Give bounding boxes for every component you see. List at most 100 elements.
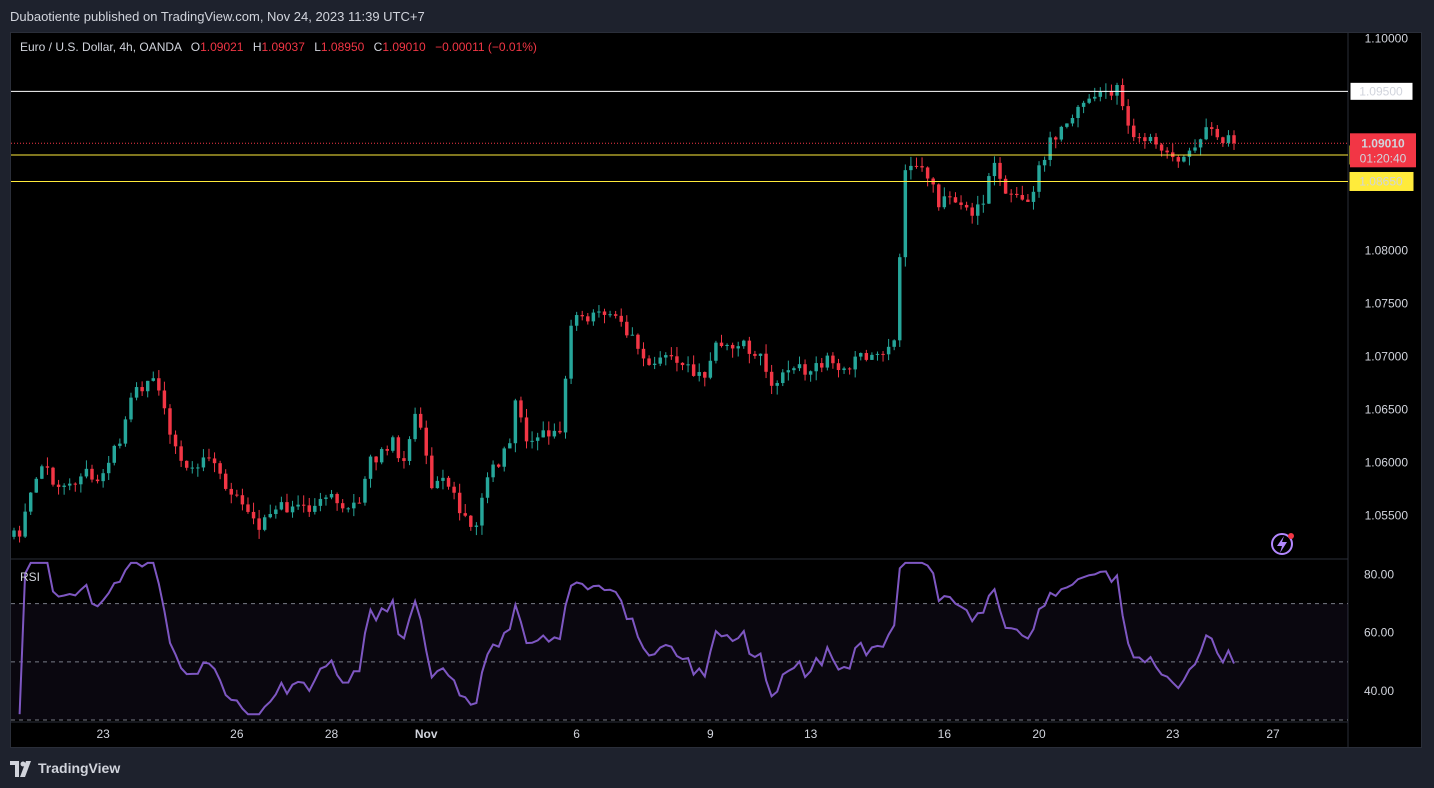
candle-body[interactable] xyxy=(775,383,779,386)
candle-body[interactable] xyxy=(981,203,986,205)
level-price-badge[interactable] xyxy=(1349,171,1414,191)
candle-body[interactable] xyxy=(524,417,529,442)
candle-body[interactable] xyxy=(853,356,857,370)
candle-body[interactable] xyxy=(781,372,785,384)
candle-body[interactable] xyxy=(1159,144,1164,151)
candle-body[interactable] xyxy=(335,494,339,504)
candle-body[interactable] xyxy=(758,353,763,356)
candle-body[interactable] xyxy=(184,460,189,468)
candle-body[interactable] xyxy=(457,492,462,514)
candle-body[interactable] xyxy=(17,530,22,537)
candle-body[interactable] xyxy=(90,468,94,480)
candle-body[interactable] xyxy=(998,162,1002,179)
candle-body[interactable] xyxy=(1143,137,1147,142)
candle-body[interactable] xyxy=(318,498,323,506)
candle-body[interactable] xyxy=(491,464,495,478)
candle-body[interactable] xyxy=(792,368,796,371)
candle-body[interactable] xyxy=(636,334,640,349)
candle-body[interactable] xyxy=(652,363,657,365)
candle-body[interactable] xyxy=(407,439,412,461)
candle-body[interactable] xyxy=(1210,127,1214,129)
candle-body[interactable] xyxy=(959,202,963,205)
candle-body[interactable] xyxy=(886,346,891,355)
candle-body[interactable] xyxy=(1148,136,1153,142)
candle-body[interactable] xyxy=(1081,102,1086,107)
candle-body[interactable] xyxy=(703,372,707,378)
candle-body[interactable] xyxy=(903,170,908,258)
candle-body[interactable] xyxy=(1059,126,1064,140)
candle-body[interactable] xyxy=(1031,191,1036,202)
candle-body[interactable] xyxy=(290,506,295,513)
candle-body[interactable] xyxy=(769,371,774,386)
candle-body[interactable] xyxy=(519,400,523,418)
candle-body[interactable] xyxy=(1087,98,1091,103)
candle-body[interactable] xyxy=(196,467,200,469)
candle-body[interactable] xyxy=(613,314,618,316)
candle-body[interactable] xyxy=(948,196,952,198)
candle-body[interactable] xyxy=(223,473,228,489)
candle-body[interactable] xyxy=(742,340,746,347)
candle-body[interactable] xyxy=(62,485,66,487)
candle-body[interactable] xyxy=(786,370,791,373)
candle-body[interactable] xyxy=(1221,137,1225,144)
candle-body[interactable] xyxy=(496,464,501,467)
tradingview-logo-icon[interactable] xyxy=(10,761,36,777)
candle-body[interactable] xyxy=(619,315,623,322)
candle-body[interactable] xyxy=(825,355,830,368)
candle-body[interactable] xyxy=(212,458,217,464)
candle-body[interactable] xyxy=(920,166,924,168)
candle-body[interactable] xyxy=(1204,127,1208,140)
candle-body[interactable] xyxy=(1154,136,1158,145)
candle-body[interactable] xyxy=(123,419,128,444)
candle-body[interactable] xyxy=(558,430,562,433)
candle-body[interactable] xyxy=(424,427,428,456)
candle-body[interactable] xyxy=(352,502,356,509)
candle-body[interactable] xyxy=(552,430,557,437)
candle-body[interactable] xyxy=(357,502,362,504)
candle-body[interactable] xyxy=(864,353,869,360)
candle-body[interactable] xyxy=(1132,125,1136,138)
candle-body[interactable] xyxy=(56,484,61,487)
candle-body[interactable] xyxy=(909,165,913,171)
candle-body[interactable] xyxy=(937,184,941,208)
candle-body[interactable] xyxy=(469,515,473,527)
candle-body[interactable] xyxy=(296,504,300,507)
candle-body[interactable] xyxy=(708,360,713,378)
candle-body[interactable] xyxy=(168,408,172,435)
candle-body[interactable] xyxy=(28,492,33,512)
candle-body[interactable] xyxy=(40,466,44,479)
candle-body[interactable] xyxy=(625,321,629,336)
candle-body[interactable] xyxy=(814,363,818,372)
candle-body[interactable] xyxy=(1003,178,1008,194)
candle-body[interactable] xyxy=(179,446,183,461)
rsi-line[interactable] xyxy=(18,561,1235,716)
candle-body[interactable] xyxy=(842,368,846,371)
candle-body[interactable] xyxy=(1054,137,1058,140)
candle-body[interactable] xyxy=(129,397,133,420)
candle-body[interactable] xyxy=(257,518,261,530)
candle-body[interactable] xyxy=(641,348,646,359)
candle-body[interactable] xyxy=(268,514,272,518)
candle-body[interactable] xyxy=(764,353,768,372)
candle-body[interactable] xyxy=(1009,193,1013,195)
candle-body[interactable] xyxy=(664,355,668,358)
candle-body[interactable] xyxy=(251,511,256,519)
candle-body[interactable] xyxy=(368,456,373,479)
candle-body[interactable] xyxy=(157,378,161,391)
candle-body[interactable] xyxy=(859,353,863,357)
candle-body[interactable] xyxy=(942,196,947,208)
candle-body[interactable] xyxy=(925,167,930,179)
candle-body[interactable] xyxy=(541,430,545,438)
candle-body[interactable] xyxy=(1065,123,1069,127)
candle-body[interactable] xyxy=(396,437,401,459)
candle-body[interactable] xyxy=(1015,193,1019,196)
candle-body[interactable] xyxy=(1070,117,1075,124)
candle-body[interactable] xyxy=(508,443,512,449)
candle-body[interactable] xyxy=(1137,137,1142,139)
candle-body[interactable] xyxy=(892,340,896,347)
candle-body[interactable] xyxy=(1182,156,1186,162)
candle-body[interactable] xyxy=(285,502,289,513)
candle-body[interactable] xyxy=(675,356,679,363)
candle-body[interactable] xyxy=(162,390,167,409)
candle-body[interactable] xyxy=(898,257,902,341)
